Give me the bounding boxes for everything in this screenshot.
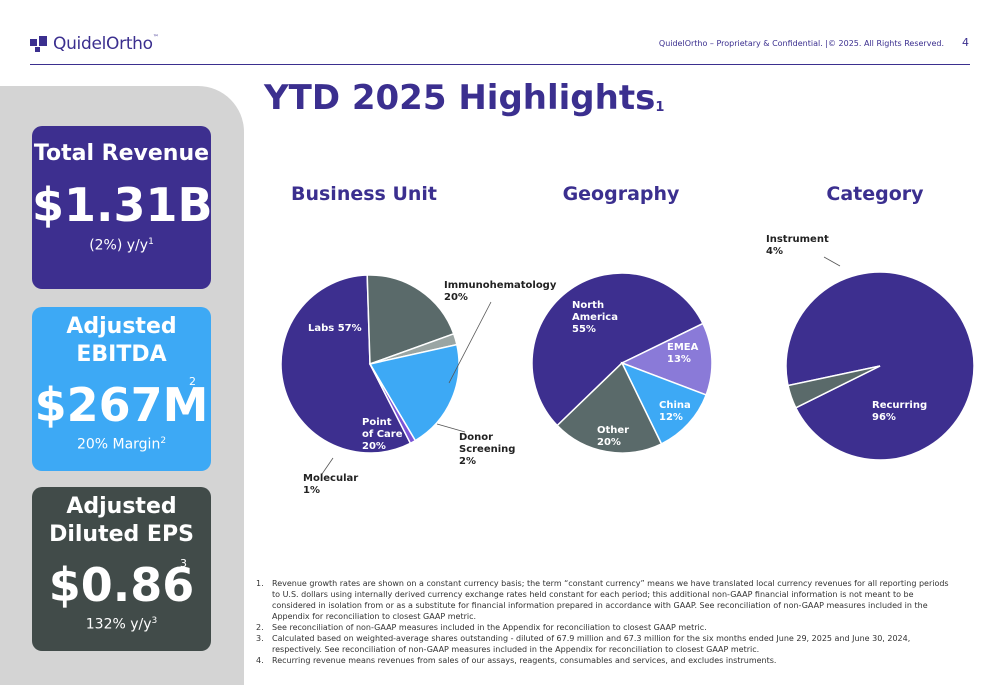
- label-other: Other 20%: [597, 425, 629, 448]
- page-title: YTD 2025 Highlights1: [264, 78, 665, 118]
- card-heading-line1: Adjusted: [66, 494, 177, 519]
- category-chart-title: Category: [826, 183, 924, 205]
- logo-text: QuidelOrtho™: [53, 34, 159, 54]
- category-pie: [785, 271, 975, 461]
- card-value: $0.86: [48, 558, 195, 612]
- card-heading-line2: EBITDA: [76, 342, 167, 367]
- pie-slice-north-america: [531, 272, 704, 427]
- geography-pie: [531, 272, 713, 454]
- label-recurring: Recurring 96%: [872, 400, 927, 423]
- label-china: China 12%: [659, 400, 691, 423]
- header: QuidelOrtho™ QuidelOrtho – Proprietary &…: [0, 0, 1000, 70]
- footnotes: 1. Revenue growth rates are shown on a co…: [256, 578, 956, 666]
- header-divider: [30, 64, 970, 65]
- label-instrument: Instrument 4%: [766, 234, 829, 257]
- pie-slice-instrument: [787, 365, 881, 409]
- pie-slice-other: [556, 361, 663, 454]
- geography-chart-title: Geography: [562, 183, 680, 205]
- footnote-number: 1.: [256, 579, 264, 588]
- page-number: 4: [962, 36, 969, 49]
- immunohematology-leader-line: [448, 301, 492, 384]
- donor-screening-leader-line: [436, 423, 466, 433]
- card-value: $1.31B: [32, 178, 213, 232]
- label-donor-screening: Donor Screening 2%: [459, 432, 515, 467]
- label-emea: EMEA 13%: [667, 342, 699, 365]
- total-revenue-card: Total Revenue $1.31B (2%) y/y1: [32, 126, 213, 289]
- logo-mark-icon: [30, 36, 48, 52]
- card-heading-line1: Adjusted: [66, 314, 177, 339]
- pie-slice-molecular: [369, 363, 417, 445]
- card-value-footnote: 2: [189, 375, 196, 388]
- card-subtext: 20% Margin2: [76, 436, 167, 453]
- pie-slice-point-of-care: [368, 343, 460, 442]
- footnote-text: See reconciliation of non-GAAP measures …: [272, 623, 707, 632]
- footnote-number: 2.: [256, 623, 264, 632]
- footnote-number: 3.: [256, 634, 264, 643]
- label-labs: Labs 57%: [308, 323, 362, 334]
- label-molecular: Molecular 1%: [303, 473, 358, 496]
- footnote-item: 2. See reconciliation of non-GAAP measure…: [256, 622, 956, 633]
- card-heading: Total Revenue: [33, 141, 210, 166]
- pie-slice-emea: [620, 322, 713, 396]
- molecular-leader-line: [321, 457, 334, 475]
- label-north-america: North America 55%: [572, 300, 618, 335]
- card-subtext: 132% y/y3: [85, 616, 158, 633]
- company-logo: QuidelOrtho™: [30, 34, 159, 54]
- footnote-item: 4. Recurring revenue means revenues from …: [256, 655, 956, 666]
- footnote-item: 3. Calculated based on weighted-average s…: [256, 633, 956, 655]
- footnote-text: Recurring revenue means revenues from sa…: [272, 656, 777, 665]
- adjusted-ebitda-card: Adjusted EBITDA $267M 2 20% Margin2: [32, 307, 211, 471]
- instrument-leader-line: [823, 256, 841, 267]
- pie-slice-china: [620, 361, 708, 445]
- adjusted-eps-card: Adjusted Diluted EPS $0.86 3 132% y/y3: [32, 487, 211, 651]
- pie-slice-labs: [280, 274, 412, 454]
- card-heading-line2: Diluted EPS: [49, 522, 194, 547]
- footnote-text: Revenue growth rates are shown on a cons…: [272, 579, 949, 621]
- footnote-text: Calculated based on weighted-average sha…: [272, 634, 911, 654]
- pie-slice-immunohematology: [366, 274, 455, 366]
- business-unit-chart-title: Business Unit: [290, 183, 438, 205]
- label-point-of-care: Point of Care 20%: [362, 417, 403, 452]
- label-immunohematology: Immunohematology 20%: [444, 280, 557, 303]
- card-value-footnote: 3: [180, 557, 187, 570]
- business-unit-pie: [280, 274, 460, 454]
- card-value: $267M: [34, 378, 209, 432]
- footnote-item: 1. Revenue growth rates are shown on a co…: [256, 578, 956, 622]
- card-subtext: (2%) y/y1: [89, 237, 154, 254]
- confidentiality-notice: QuidelOrtho – Proprietary & Confidential…: [658, 39, 944, 48]
- footnote-number: 4.: [256, 656, 264, 665]
